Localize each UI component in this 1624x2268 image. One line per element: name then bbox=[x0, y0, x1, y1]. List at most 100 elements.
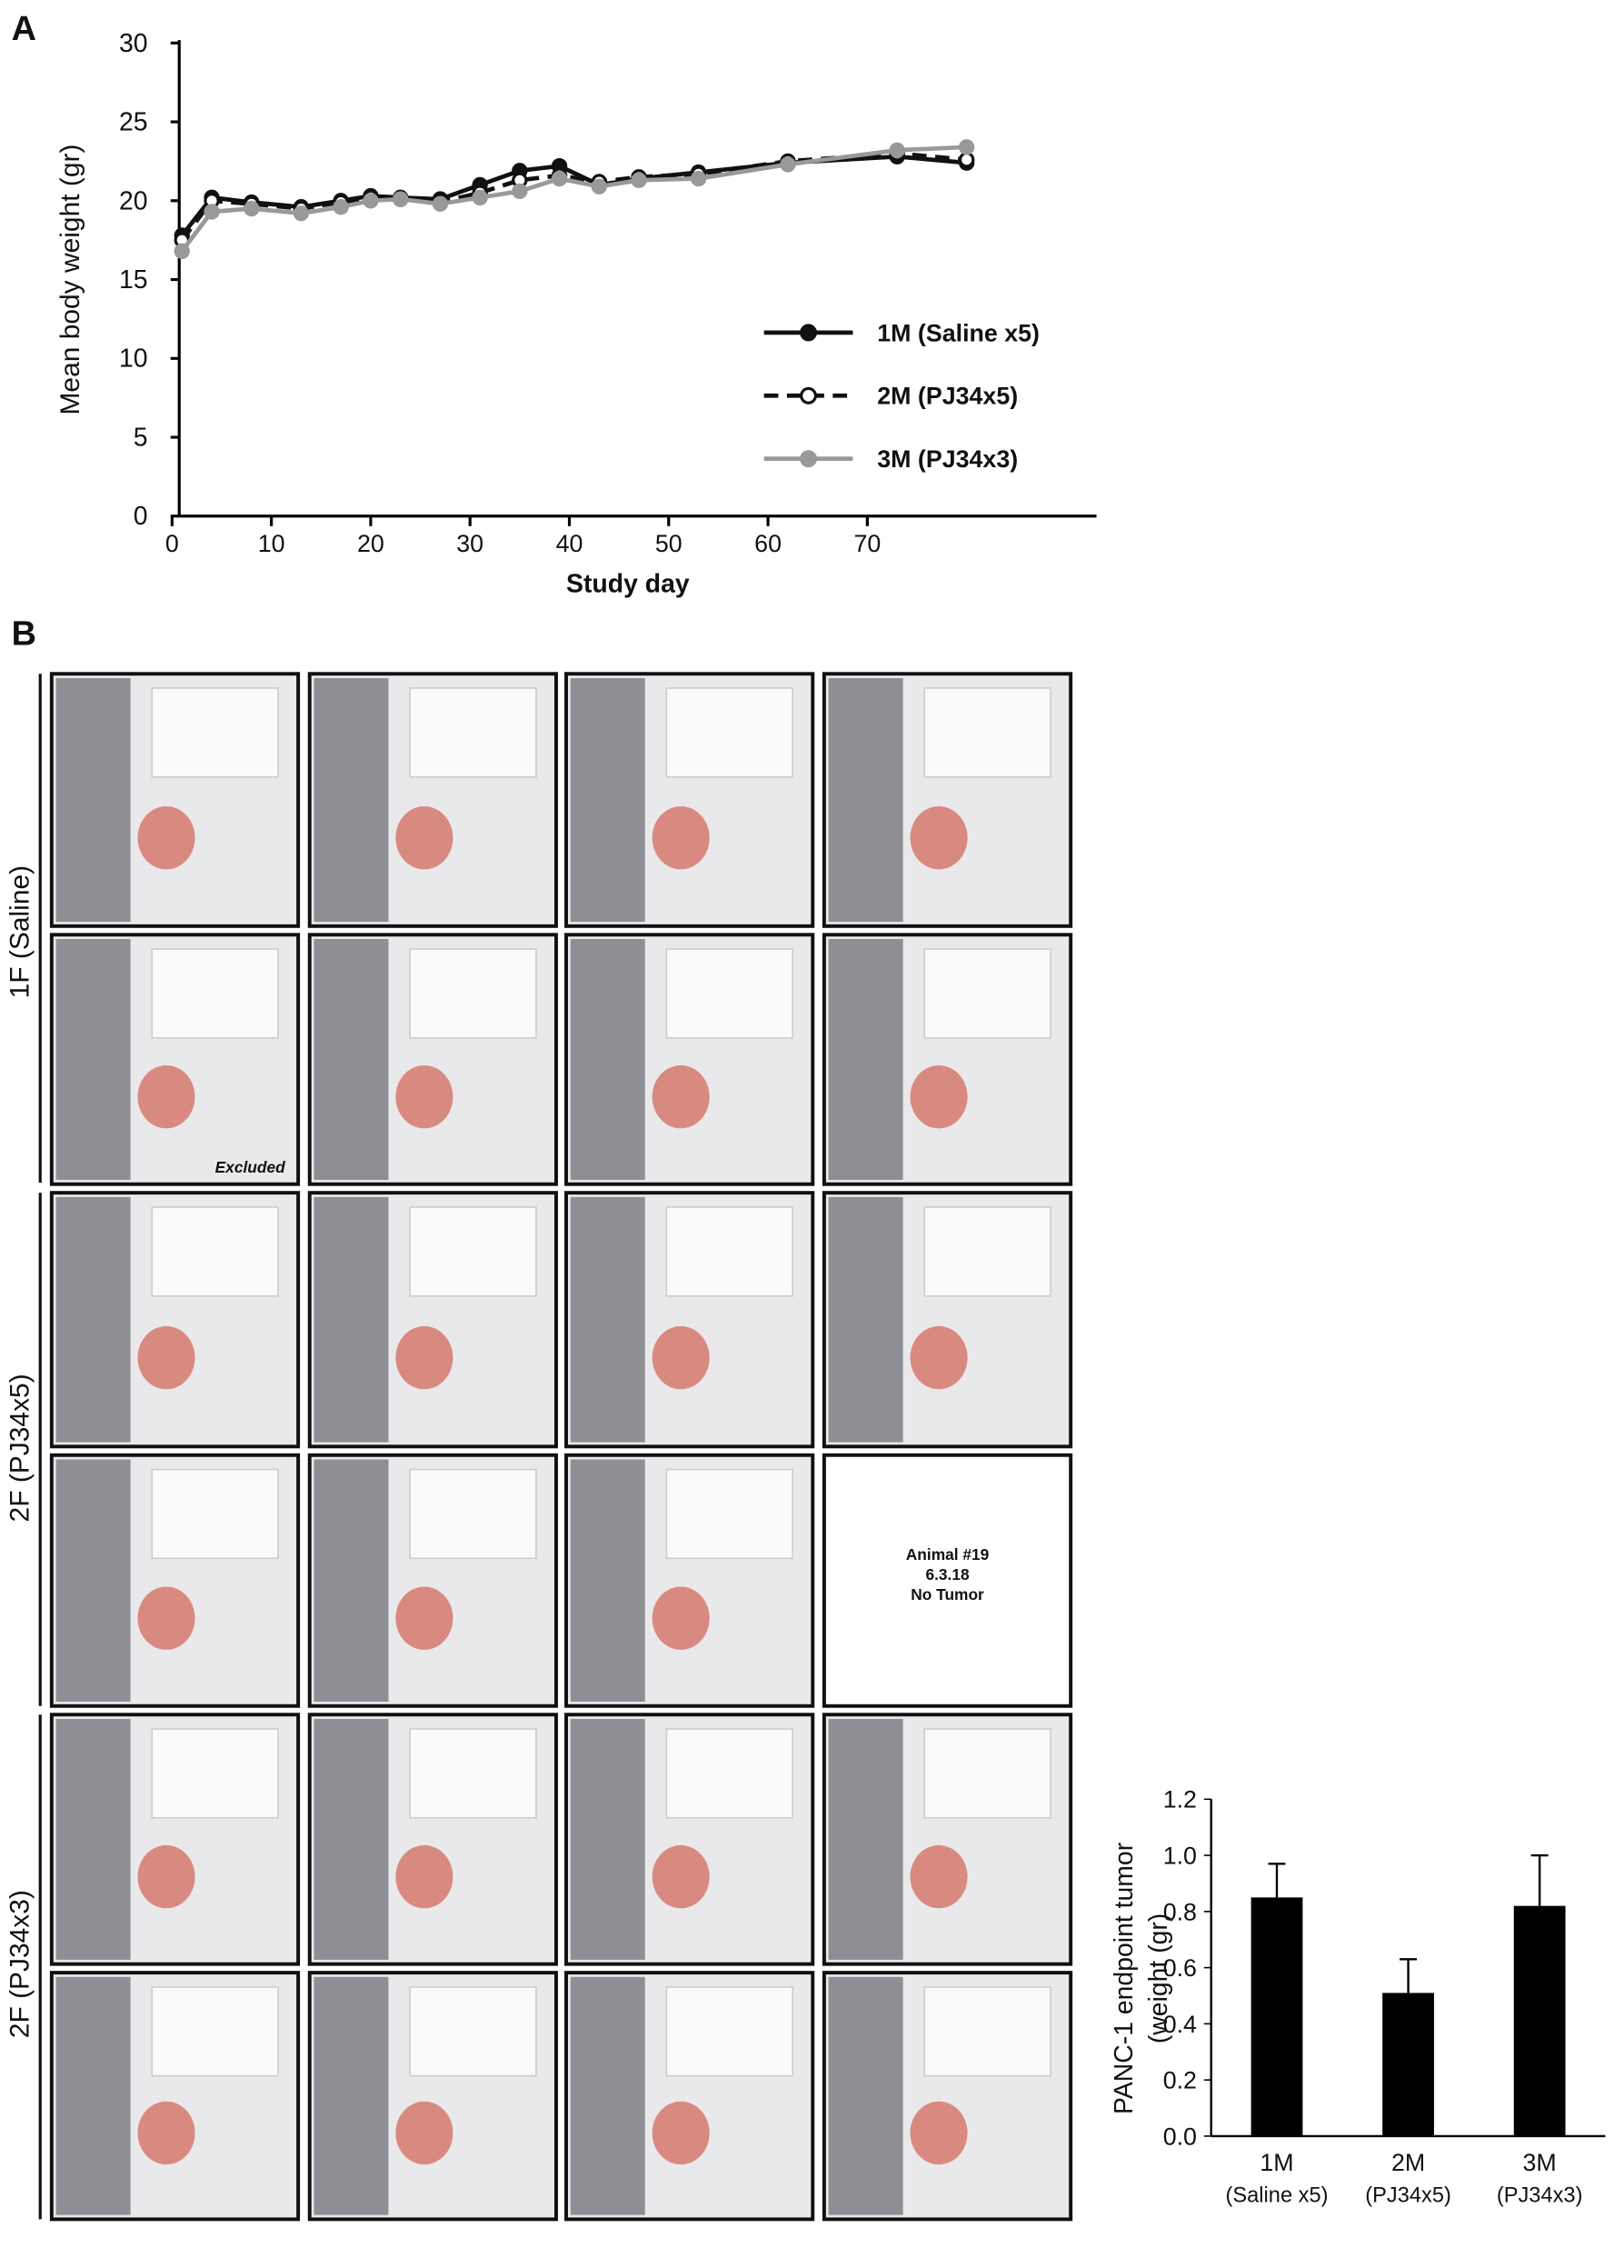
y-tick-label: 0 bbox=[134, 502, 148, 531]
marker bbox=[363, 193, 379, 209]
marker bbox=[958, 152, 975, 168]
y-tick-label: 0.6 bbox=[1163, 1954, 1197, 1982]
x-tick-label: 70 bbox=[853, 530, 881, 557]
y-tick-label: 15 bbox=[119, 265, 148, 295]
tumor bbox=[137, 1586, 195, 1650]
legend-label: 1M (Saline x5) bbox=[877, 319, 1040, 346]
tumor bbox=[910, 2101, 968, 2165]
photo-note: No Tumor bbox=[911, 1585, 984, 1604]
y-tick-label: 0.4 bbox=[1163, 2011, 1197, 2038]
x-tick-label: 3M bbox=[1523, 2149, 1557, 2176]
label-card bbox=[923, 948, 1051, 1039]
y-tick-label: 1.0 bbox=[1163, 1843, 1197, 1870]
label-card bbox=[151, 1206, 279, 1297]
bar bbox=[1382, 1993, 1434, 2136]
marker bbox=[174, 243, 190, 259]
marker bbox=[244, 200, 260, 217]
tumor bbox=[137, 1064, 195, 1129]
tumor bbox=[910, 1325, 968, 1390]
tumor bbox=[137, 1844, 195, 1909]
photo bbox=[822, 1453, 1073, 1708]
x-group-label: (PJ34x3) bbox=[1497, 2183, 1583, 2207]
ruler bbox=[828, 1976, 903, 2215]
label-card bbox=[409, 948, 537, 1039]
label-card bbox=[409, 1206, 537, 1297]
photo-note: Excluded bbox=[215, 1158, 285, 1176]
photo-note: 6.3.18 bbox=[925, 1565, 970, 1584]
tumor bbox=[395, 1844, 453, 1909]
ruler bbox=[55, 1459, 131, 1703]
tumor bbox=[137, 1325, 195, 1390]
label-card bbox=[665, 1986, 793, 2077]
y-tick-label: 25 bbox=[119, 108, 148, 137]
ruler bbox=[570, 1718, 645, 1960]
marker bbox=[204, 204, 220, 220]
label-card bbox=[923, 1728, 1051, 1819]
marker bbox=[393, 191, 409, 207]
ruler bbox=[570, 1976, 645, 2215]
x-tick-label: 60 bbox=[754, 530, 782, 557]
y-tick-label: 5 bbox=[134, 423, 148, 452]
x-tick-label: 50 bbox=[655, 530, 682, 557]
label-card bbox=[151, 1468, 279, 1560]
ruler bbox=[570, 1196, 645, 1443]
row-label: 2F (PJ34x5) bbox=[5, 1374, 35, 1522]
tumor bbox=[910, 1064, 968, 1129]
legend-label: 2M (PJ34x5) bbox=[877, 383, 1018, 410]
y-tick-label: 0.2 bbox=[1163, 2067, 1197, 2094]
ruler bbox=[55, 677, 131, 923]
label-card bbox=[409, 1728, 537, 1819]
label-card bbox=[151, 1986, 279, 2077]
ruler bbox=[314, 1976, 389, 2215]
y-tick-label: 10 bbox=[119, 345, 148, 374]
tumor bbox=[395, 805, 453, 870]
x-tick-label: 40 bbox=[556, 530, 583, 557]
tumor bbox=[652, 2101, 710, 2165]
label-card bbox=[151, 687, 279, 778]
ruler bbox=[828, 1196, 903, 1443]
ruler bbox=[570, 939, 645, 1180]
tumor bbox=[652, 1844, 710, 1909]
label-card bbox=[665, 1728, 793, 1819]
series-line bbox=[180, 154, 967, 237]
label-card bbox=[665, 1468, 793, 1560]
marker bbox=[631, 172, 647, 188]
tumor bbox=[652, 805, 710, 870]
x-group-label: (PJ34x5) bbox=[1365, 2183, 1451, 2207]
photo-note: Animal #19 bbox=[906, 1545, 989, 1564]
y-tick-label: 30 bbox=[119, 29, 148, 58]
ruler bbox=[828, 677, 903, 923]
marker bbox=[512, 183, 528, 200]
label-card bbox=[409, 1468, 537, 1560]
label-card bbox=[665, 1206, 793, 1297]
ruler bbox=[55, 1196, 131, 1443]
y-tick-label: 0.8 bbox=[1163, 1898, 1197, 1925]
label-card bbox=[923, 1986, 1051, 2077]
x-tick-label: 30 bbox=[456, 530, 483, 557]
marker bbox=[958, 139, 975, 155]
tumor bbox=[910, 805, 968, 870]
marker bbox=[889, 142, 905, 158]
x-axis-title: Study day bbox=[566, 569, 690, 598]
tumor bbox=[395, 2101, 453, 2165]
ruler bbox=[55, 1976, 131, 2215]
marker bbox=[472, 189, 488, 206]
x-tick-label: 10 bbox=[258, 530, 285, 557]
label-card bbox=[923, 1206, 1051, 1297]
legend-marker bbox=[800, 450, 818, 468]
ruler bbox=[314, 1196, 389, 1443]
marker bbox=[780, 156, 796, 173]
tumor bbox=[395, 1325, 453, 1390]
ruler bbox=[314, 1459, 389, 1703]
marker bbox=[591, 178, 607, 195]
panel-label: B bbox=[12, 615, 36, 654]
x-group-label: (Saline x5) bbox=[1226, 2183, 1329, 2207]
x-tick-label: 20 bbox=[357, 530, 384, 557]
ruler bbox=[55, 1718, 131, 1960]
row-label: 2F (PJ34x3) bbox=[5, 1890, 35, 2038]
tumor bbox=[395, 1586, 453, 1650]
tumor bbox=[395, 1064, 453, 1129]
legend-label: 3M (PJ34x3) bbox=[877, 445, 1018, 473]
panel-label: A bbox=[12, 10, 36, 48]
tumor bbox=[910, 1844, 968, 1909]
